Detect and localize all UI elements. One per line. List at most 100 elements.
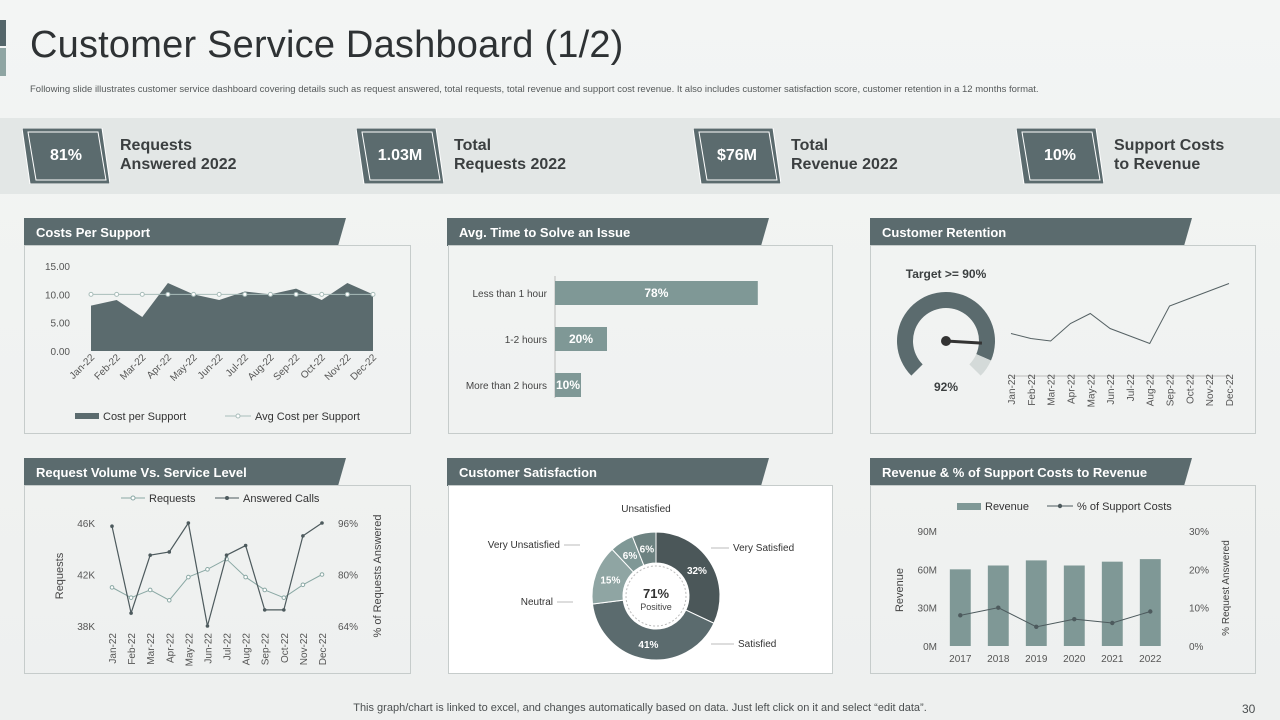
x-tick-label: Sep-22 — [272, 352, 303, 383]
x-tick-label: 2022 — [1139, 654, 1162, 665]
bar — [555, 327, 607, 351]
kpi-value: 10% — [1043, 147, 1077, 164]
kpi-total-revenue: $76M Total Revenue 2022 — [693, 128, 953, 184]
slice-category-label: Very Satisfied — [733, 543, 794, 554]
x-tick-label: Jul-22 — [223, 633, 234, 661]
y-axis-title: Revenue — [894, 568, 906, 612]
panel-header-satisfaction: Customer Satisfaction — [447, 458, 769, 486]
avg-cost-point — [370, 291, 376, 297]
donut-slice — [655, 531, 721, 624]
legend-marker-support — [1057, 503, 1063, 509]
slice-value-label: 6% — [623, 551, 638, 562]
x-tick-label: Nov-22 — [1205, 374, 1216, 407]
requests-point — [243, 574, 248, 580]
kpi-label: Total Revenue 2022 — [791, 137, 898, 173]
page-number: 30 — [1242, 702, 1256, 716]
y-tick-label: 42K — [77, 571, 95, 582]
title-accent-bar — [0, 20, 6, 76]
x-tick-label: Aug-22 — [242, 633, 253, 666]
kpi-value: $76M — [716, 147, 758, 164]
requests-point — [186, 574, 191, 580]
legend-marker-requests — [130, 495, 136, 501]
support-costs-point — [958, 613, 963, 618]
slice-category-label: Unsatisfied — [621, 504, 670, 515]
x-tick-label: Sep-22 — [261, 633, 272, 666]
y2-tick-label: 20% — [1189, 565, 1209, 576]
x-tick-label: Mar-22 — [118, 352, 148, 382]
legend-label: Avg Cost per Support — [255, 411, 360, 423]
bar — [949, 569, 971, 646]
legend-marker-avg — [235, 413, 241, 419]
x-tick-label: May-22 — [1086, 374, 1097, 408]
avg-cost-point — [114, 291, 120, 297]
gauge-value-label: 92% — [934, 380, 958, 394]
y-tick-label: 38K — [77, 622, 95, 633]
x-tick-label: Mar-22 — [146, 633, 157, 665]
kpi-total-requests: 1.03M Total Requests 2022 — [356, 128, 616, 184]
avg-cost-point — [344, 291, 350, 297]
answered-point — [129, 611, 133, 615]
gauge-hub — [941, 336, 951, 346]
bar-value-label: 20% — [569, 332, 593, 346]
line-answered-calls — [111, 521, 323, 627]
y2-axis-title: % Request Answered — [1221, 540, 1232, 636]
x-tick-label: Oct-22 — [1185, 374, 1196, 404]
support-costs-point — [1110, 620, 1115, 626]
y2-axis-title: % of Requests Answered — [372, 515, 384, 638]
bar-value-label: 10% — [556, 378, 580, 392]
bar — [1101, 561, 1123, 646]
y-tick-label: 90M — [918, 527, 937, 538]
requests-point — [262, 587, 268, 593]
x-tick-label: Dec-22 — [318, 633, 329, 666]
x-tick-label: May-22 — [184, 633, 195, 667]
y2-tick-label: 30% — [1189, 527, 1209, 538]
x-tick-label: Jun-22 — [196, 352, 226, 382]
avg-cost-point — [319, 291, 325, 297]
x-tick-label: Mar-22 — [1047, 374, 1058, 406]
volume-chart: 38K 42K 46K 64% 80% 96% Requests % of Requests … — [54, 493, 384, 667]
x-tick-label: 2021 — [1101, 654, 1124, 665]
bar — [555, 281, 758, 305]
x-tick-label: Feb-22 — [1027, 374, 1038, 406]
bar-category-label: 1-2 hours — [505, 335, 547, 346]
panel-satisfaction: 32% 41% 15% 6% 6% 71% Positive Very Satisfied Sa… — [448, 485, 833, 674]
avg-cost-point — [165, 291, 171, 297]
kpi-shape — [22, 128, 110, 184]
x-tick-label: Nov-22 — [323, 352, 354, 383]
bar — [1139, 559, 1161, 646]
retention-chart: Target >= 90% 92% Jan-22 Feb-22 Mar-22 Apr-22… — [897, 267, 1236, 408]
support-costs-point — [1072, 616, 1077, 622]
slice-category-label: Satisfied — [738, 639, 776, 650]
requests-point — [205, 567, 210, 572]
page-title: Customer Service Dashboard (1/2) — [30, 24, 624, 66]
avg-cost-point — [139, 291, 145, 297]
kpi-label: Support Costs to Revenue — [1114, 137, 1225, 173]
legend-swatch-cost — [75, 413, 99, 419]
requests-point — [166, 597, 172, 603]
slice-value-label: 15% — [600, 576, 620, 587]
kpi-shape — [1016, 128, 1104, 184]
x-tick-label: Nov-22 — [299, 633, 310, 666]
y-tick-label: 5.00 — [51, 319, 71, 330]
x-tick-label: May-22 — [168, 352, 200, 384]
kpi-shape — [356, 128, 444, 184]
x-tick-label: Apr-22 — [165, 633, 176, 663]
y-tick-label: 10.00 — [45, 290, 70, 301]
panel-header-costs: Costs Per Support — [24, 218, 346, 246]
slice-value-label: 6% — [640, 544, 655, 555]
y-tick-label: 60M — [918, 565, 937, 576]
x-tick-label: Aug-22 — [246, 352, 277, 383]
answered-point — [243, 543, 248, 548]
x-tick-label: Oct-22 — [280, 633, 291, 663]
legend-label: Revenue — [985, 501, 1029, 513]
panel-retention: Target >= 90% 92% Jan-22 Feb-22 Mar-22 Apr-22… — [870, 245, 1256, 434]
avg-cost-point — [293, 291, 299, 297]
line-support-costs — [960, 607, 1151, 628]
satisfaction-chart: 32% 41% 15% 6%6% 71%Positive Very Satisfied Sa… — [488, 504, 794, 661]
panel-volume: 38K 42K 46K 64% 80% 96% Requests % of Requests … — [24, 485, 411, 674]
center-value: 71% — [643, 586, 669, 601]
x-tick-label: Jun-22 — [1106, 374, 1117, 405]
avg-cost-point — [242, 291, 248, 297]
requests-point — [147, 587, 153, 593]
y2-tick-label: 64% — [338, 622, 358, 633]
